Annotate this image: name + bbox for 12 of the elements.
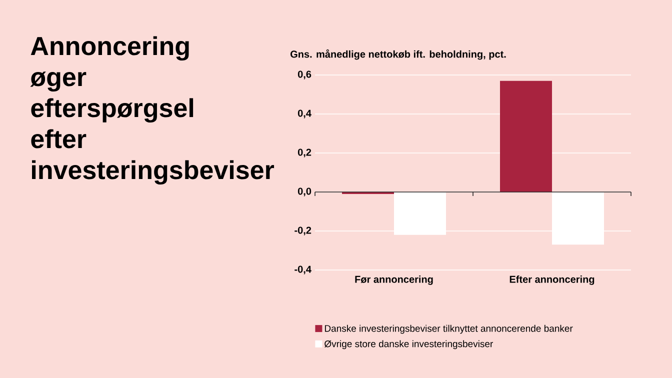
y-tick-label: 0,6 bbox=[298, 70, 312, 80]
x-tick-label: Før annoncering bbox=[355, 276, 433, 285]
legend-label: Danske investeringsbeviser tilknyttet annoncerende banker bbox=[324, 324, 573, 334]
y-tick-label: -0,2 bbox=[294, 226, 312, 236]
legend-label: Øvrige store danske investeringsbeviser bbox=[324, 340, 493, 350]
y-axis-title: Gns. månedlige nettokøb ift. beholdning, pct. bbox=[290, 49, 506, 60]
text: Annoncering øger efterspørgsel efter investeringsbeviser bbox=[30, 36, 274, 185]
y-tick-label: 0,4 bbox=[298, 110, 312, 118]
y-tick-label: -0,4 bbox=[294, 266, 312, 274]
y-tick-label: 0,2 bbox=[298, 148, 312, 158]
y-tick-label: 0,0 bbox=[298, 188, 312, 196]
x-tick-label: Efter annoncering bbox=[510, 276, 594, 285]
